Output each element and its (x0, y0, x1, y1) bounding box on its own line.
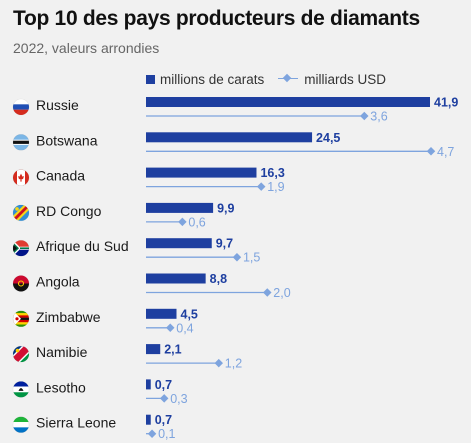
country-label: Namibie (36, 344, 88, 360)
angola-flag-icon (12, 275, 30, 292)
usd-marker (178, 217, 187, 227)
usd-value-label: 0,1 (158, 427, 175, 441)
usd-value-label: 1,2 (225, 357, 242, 371)
chart-legend: millions de carats milliards USD (146, 70, 400, 88)
chart-row: Sierra Leone 0,70,1 (12, 413, 175, 441)
carats-bar (146, 238, 212, 249)
sierra-leone-flag-icon (12, 416, 30, 434)
legend-item-carats: millions de carats (146, 72, 264, 87)
lesotho-flag-icon (12, 381, 30, 398)
dr-congo-flag-icon (12, 204, 30, 222)
country-label: Russie (36, 97, 79, 113)
usd-marker (256, 182, 266, 191)
carats-value-label: 9,7 (216, 237, 233, 251)
carats-value-label: 8,8 (210, 272, 227, 286)
carats-value-label: 16,3 (260, 166, 284, 180)
chart-row: Russie 41,9 3,6 (12, 96, 458, 124)
carats-bar (146, 97, 430, 107)
carats-value-label: 41,9 (434, 96, 458, 110)
canada-flag-icon (12, 169, 30, 186)
carats-value-label: 24,5 (316, 131, 340, 145)
country-label: Canada (36, 168, 85, 184)
usd-value-label: 1,9 (267, 180, 284, 194)
botswana-flag-icon (12, 134, 30, 151)
chart-row: RD Congo 9,9 0,6 (12, 201, 235, 229)
usd-value-label: 1,5 (243, 251, 260, 265)
chart-row: Canada 16,31,9 (12, 166, 285, 194)
zimbabwe-flag-icon (12, 310, 30, 328)
chart-row: Lesotho 0,70,3 (12, 378, 188, 406)
legend-usd-label: milliards USD (304, 71, 387, 87)
chart-row: Angola 8,8 2,0 (12, 272, 291, 300)
chart-row: Afrique du Sud 9,7 1,5 (12, 237, 260, 265)
carats-value-label: 4,5 (181, 307, 198, 321)
usd-marker (147, 429, 157, 438)
usd-marker (360, 111, 369, 121)
usd-value-label: 0,3 (170, 392, 187, 406)
usd-value-label: 0,4 (176, 321, 193, 335)
carats-bar (146, 132, 313, 143)
country-label: RD Congo (36, 203, 102, 219)
carats-bar (146, 344, 161, 355)
chart-subtitle: 2022, valeurs arrondies (13, 40, 160, 56)
carats-bar (146, 167, 257, 178)
usd-value-label: 0,6 (188, 215, 205, 229)
carats-bar (146, 202, 214, 213)
country-label: Sierra Leone (36, 415, 116, 431)
carats-bar (146, 379, 151, 390)
country-label: Lesotho (36, 379, 86, 395)
country-label: Botswana (36, 132, 98, 148)
legend-item-usd: milliards USD (278, 72, 386, 87)
carats-value-label: 2,1 (164, 343, 181, 357)
chart-row: Botswana 24,5 4,7 (12, 131, 454, 159)
usd-marker (232, 252, 242, 262)
chart-row: Namibie 2,1 1,2 (12, 343, 242, 371)
chart-row: Zimbabwe 4,50,4 (12, 307, 198, 335)
south-africa-flag-icon (12, 239, 30, 257)
legend-usd-swatch (278, 74, 299, 84)
country-label: Zimbabwe (36, 309, 101, 325)
carats-bar (146, 414, 151, 425)
usd-marker (426, 147, 436, 156)
usd-value-label: 4,7 (437, 145, 454, 159)
usd-marker (159, 394, 169, 403)
carats-bar (146, 273, 206, 284)
country-label: Angola (36, 274, 80, 290)
carats-value-label: 9,9 (217, 201, 234, 215)
carats-value-label: 0,7 (155, 378, 172, 392)
legend-carats-label: millions de carats (160, 71, 265, 87)
legend-carats-swatch (146, 74, 155, 84)
carats-value-label: 0,7 (155, 413, 172, 427)
usd-value-label: 2,0 (273, 286, 290, 300)
namibia-flag-icon (12, 345, 30, 363)
chart-title: Top 10 des pays producteurs de diamants (13, 7, 420, 30)
usd-marker (166, 323, 175, 333)
russia-flag-icon (12, 98, 30, 116)
usd-marker (263, 288, 272, 297)
usd-marker (214, 358, 224, 368)
usd-value-label: 3,6 (370, 110, 387, 124)
carats-bar (146, 308, 177, 319)
country-label: Afrique du Sud (36, 238, 129, 254)
